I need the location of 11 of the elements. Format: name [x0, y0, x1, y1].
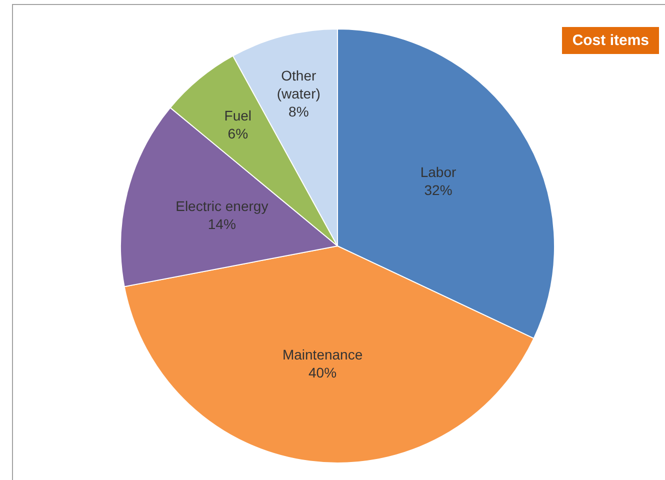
data-label: 40% — [308, 364, 337, 380]
slice-label: Electric energy — [176, 198, 268, 214]
slice-label: Other (water) — [276, 68, 320, 102]
data-label: 14% — [208, 216, 236, 232]
data-label: 32% — [424, 182, 452, 198]
slice-label: Maintenance — [282, 346, 363, 362]
slice-label: Fuel — [224, 107, 252, 124]
data-label: 8% — [288, 104, 309, 120]
text: Cost items — [562, 27, 659, 54]
data-label: 6% — [228, 125, 248, 142]
slice-label: Labor — [420, 164, 457, 180]
